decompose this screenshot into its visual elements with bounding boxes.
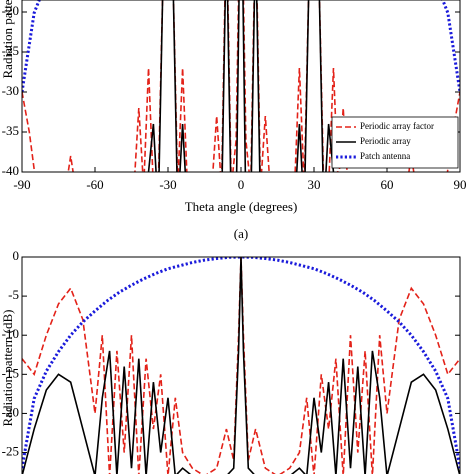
x-tick-label: 0 bbox=[238, 177, 245, 192]
y-tick-label: -20 bbox=[2, 404, 19, 419]
x-tick-label: -90 bbox=[13, 177, 30, 192]
y-tick-label: -35 bbox=[2, 123, 19, 138]
y-axis-label: Radiation pattern (dB) bbox=[0, 310, 15, 427]
y-tick-label: -20 bbox=[2, 3, 19, 18]
y-tick-label: -15 bbox=[2, 365, 19, 380]
series-line bbox=[22, 257, 460, 474]
y-tick-label: -10 bbox=[2, 326, 19, 341]
y-axis-label: Radiation pattern (dB) bbox=[0, 0, 15, 78]
legend: Periodic array factor Periodic array Patch… bbox=[331, 116, 459, 169]
caption: (a) bbox=[234, 226, 248, 241]
x-tick-label: 30 bbox=[308, 177, 321, 192]
plot-area bbox=[22, 257, 460, 474]
x-tick-label: 60 bbox=[381, 177, 394, 192]
plot-frame bbox=[21, 256, 461, 474]
series-line bbox=[22, 0, 460, 93]
y-tick-label: -25 bbox=[2, 43, 19, 58]
y-tick-label: -25 bbox=[2, 444, 19, 459]
y-tick-label: 0 bbox=[13, 248, 20, 263]
legend-label: Patch antenna bbox=[360, 151, 410, 161]
legend-label: Periodic array bbox=[360, 136, 411, 146]
y-tick-label: -5 bbox=[8, 287, 19, 302]
legend-label: Periodic array factor bbox=[360, 121, 434, 131]
x-tick-label: 90 bbox=[454, 177, 467, 192]
series-line bbox=[22, 257, 460, 474]
x-tick-label: -60 bbox=[86, 177, 103, 192]
x-tick-label: -30 bbox=[159, 177, 176, 192]
y-tick-label: -40 bbox=[2, 163, 19, 178]
x-axis-label: Theta angle (degrees) bbox=[185, 199, 298, 214]
y-tick-label: -30 bbox=[2, 83, 19, 98]
